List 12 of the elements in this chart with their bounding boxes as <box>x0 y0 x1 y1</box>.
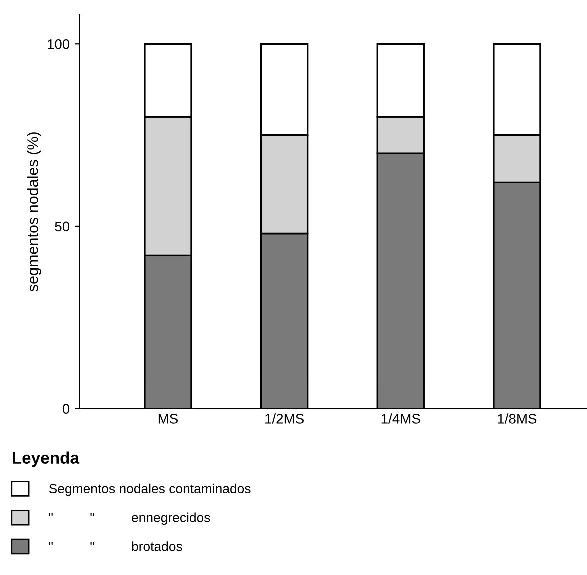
legend-label: " " brotados <box>49 542 182 552</box>
legend-title: Leyenda <box>12 452 80 468</box>
legend-label: " " ennegrecidos <box>49 512 210 526</box>
legend-label: Segmentos nodales contaminados <box>49 484 251 496</box>
x-tick-label: 1/8MS <box>498 414 537 424</box>
x-tick-label: 1/2MS <box>266 414 304 424</box>
y-tick-label: 50 <box>55 222 70 232</box>
y-axis-title: segmentos nodales (%) <box>27 132 42 292</box>
y-tick-label: 100 <box>48 39 70 50</box>
x-tick-label: MS <box>158 414 178 424</box>
x-tick-label: 1/4MS <box>382 414 420 424</box>
y-tick-label: 0 <box>62 404 70 414</box>
